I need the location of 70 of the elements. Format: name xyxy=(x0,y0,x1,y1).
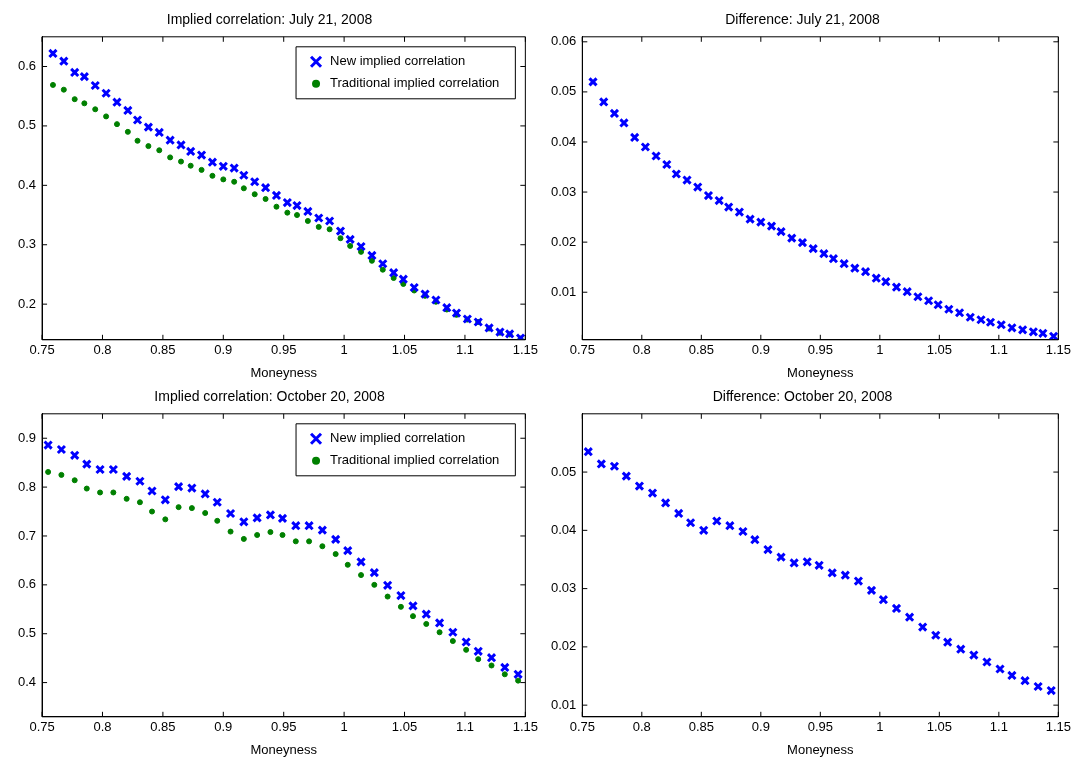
y-tick-label: 0.04 xyxy=(550,133,577,149)
x-tick-label: 1.05 xyxy=(391,342,418,358)
legend-label: New implied correlation xyxy=(330,53,466,69)
x-axis-title: Moneyness xyxy=(250,364,318,380)
x-tick-label: 0.9 xyxy=(214,719,233,735)
y-tick-label: 0.02 xyxy=(550,233,577,249)
x-tick-label: 0.95 xyxy=(271,342,297,358)
x-tick-label: 1.15 xyxy=(1045,342,1072,358)
x-tick-label: 0.9 xyxy=(751,719,770,735)
y-tick-label: 0.7 xyxy=(17,527,37,543)
y-tick-label: 0.6 xyxy=(17,58,37,74)
x-tick-label: 0.85 xyxy=(688,342,714,358)
x-tick-label: 0.8 xyxy=(93,719,112,735)
chart-title: Implied correlation: October 20, 2008 xyxy=(154,388,385,405)
y-tick-label: 0.8 xyxy=(17,478,37,494)
x-tick-label: 0.75 xyxy=(29,719,55,735)
x-tick-label: 0.85 xyxy=(150,342,176,358)
chart-title: Implied correlation: July 21, 2008 xyxy=(166,11,373,28)
y-tick-label: 0.05 xyxy=(550,463,577,479)
chart-title: Difference: October 20, 2008 xyxy=(712,388,893,405)
y-tick-label: 0.06 xyxy=(550,33,577,49)
x-tick-label: 1.05 xyxy=(926,719,952,735)
x-tick-label: 0.95 xyxy=(271,719,297,735)
x-tick-label: 1.1 xyxy=(455,719,474,735)
y-tick-label: 0.03 xyxy=(550,183,577,199)
x-tick-label: 0.75 xyxy=(569,719,595,735)
x-tick-label: 0.95 xyxy=(807,342,833,358)
y-tick-label: 0.02 xyxy=(550,638,577,654)
x-axis-title: Moneyness xyxy=(787,364,855,380)
x-tick-label: 0.8 xyxy=(632,342,651,358)
y-tick-label: 0.5 xyxy=(17,117,37,133)
x-tick-label: 0.85 xyxy=(150,719,176,735)
x-tick-label: 1 xyxy=(340,719,348,735)
y-tick-label: 0.3 xyxy=(17,236,37,252)
x-tick-label: 1.15 xyxy=(512,719,539,735)
legend-label: Traditional implied correlation xyxy=(330,75,500,91)
y-tick-label: 0.01 xyxy=(550,696,577,712)
x-tick-label: 0.8 xyxy=(93,342,112,358)
y-tick-label: 0.05 xyxy=(550,83,577,99)
x-tick-label: 0.75 xyxy=(29,342,55,358)
x-tick-label: 1.1 xyxy=(989,342,1008,358)
x-axis-title: Moneyness xyxy=(787,741,855,757)
x-tick-label: 1.05 xyxy=(926,342,952,358)
x-tick-label: 1.15 xyxy=(512,342,539,358)
legend-label: Traditional implied correlation xyxy=(330,452,500,468)
x-axis-title: Moneyness xyxy=(250,741,318,757)
y-tick-label: 0.04 xyxy=(550,521,577,537)
x-tick-label: 0.9 xyxy=(214,342,233,358)
x-tick-label: 1 xyxy=(876,342,884,358)
x-tick-label: 1.1 xyxy=(455,342,474,358)
x-tick-label: 1.15 xyxy=(1045,719,1072,735)
x-tick-label: 1.1 xyxy=(989,719,1008,735)
y-tick-label: 0.4 xyxy=(17,674,37,690)
x-tick-label: 1 xyxy=(340,342,348,358)
x-tick-label: 1 xyxy=(876,719,884,735)
x-tick-label: 0.95 xyxy=(807,719,833,735)
y-tick-label: 0.4 xyxy=(17,176,37,192)
x-tick-label: 0.85 xyxy=(688,719,714,735)
y-tick-label: 0.03 xyxy=(550,580,577,596)
y-tick-label: 0.01 xyxy=(550,283,577,299)
y-tick-label: 0.6 xyxy=(17,576,37,592)
legend-label: New implied correlation xyxy=(330,430,466,446)
x-tick-label: 0.9 xyxy=(751,342,770,358)
chart-title: Difference: July 21, 2008 xyxy=(725,11,881,28)
x-tick-label: 1.05 xyxy=(391,719,418,735)
y-tick-label: 0.5 xyxy=(17,625,37,641)
x-tick-label: 0.8 xyxy=(632,719,651,735)
y-tick-label: 0.2 xyxy=(17,295,37,311)
y-tick-label: 0.9 xyxy=(17,429,37,445)
x-tick-label: 0.75 xyxy=(569,342,595,358)
